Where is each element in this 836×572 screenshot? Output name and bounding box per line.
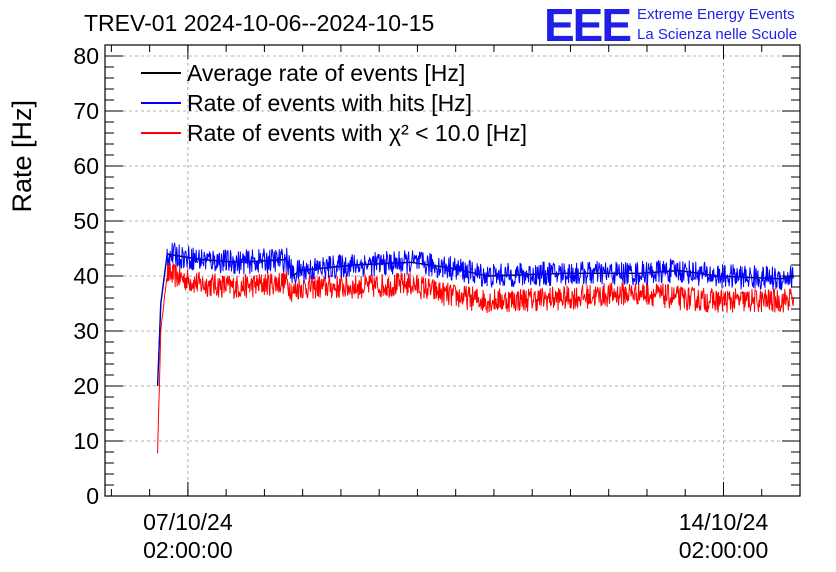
y-tick-label: 20 [73,373,99,399]
legend-label-3: Rate of events with χ² < 10.0 [Hz] [187,120,527,146]
logo-mark: EEE [544,0,630,51]
grid [105,45,800,496]
x-tick-label: 07/10/24 [143,509,233,535]
chart-title: TREV-01 2024-10-06--2024-10-15 [84,10,434,36]
eee-logo: EEE Extreme Energy Events La Scienza nel… [544,0,797,51]
y-tick-label: 50 [73,208,99,234]
series-line-3 [157,263,795,454]
y-tick-label: 40 [73,263,99,289]
legend-label-1: Average rate of events [Hz] [187,60,465,86]
legend-label-2: Rate of events with hits [Hz] [187,90,472,116]
y-tick-label: 60 [73,153,99,179]
plot-frame [104,44,801,497]
logo-line-1: Extreme Energy Events [637,6,795,23]
series-group [156,242,795,454]
y-tick-label: 10 [73,428,99,454]
y-tick-label: 0 [86,483,99,509]
y-tick-label: 70 [73,98,99,124]
x-tick-label: 02:00:00 [143,537,233,563]
ticks: 0102030405060708007/10/2402:00:0014/10/2… [73,43,801,563]
logo-line-2: La Scienza nelle Scuole [637,26,797,43]
legend: Average rate of events [Hz] Rate of event… [141,60,527,146]
y-axis-label: Rate [Hz] [7,100,37,213]
x-tick-label: 02:00:00 [679,537,769,563]
y-tick-label: 30 [73,318,99,344]
x-tick-label: 14/10/24 [679,509,769,535]
y-tick-label: 80 [73,43,99,69]
series-line-2 [157,242,795,385]
